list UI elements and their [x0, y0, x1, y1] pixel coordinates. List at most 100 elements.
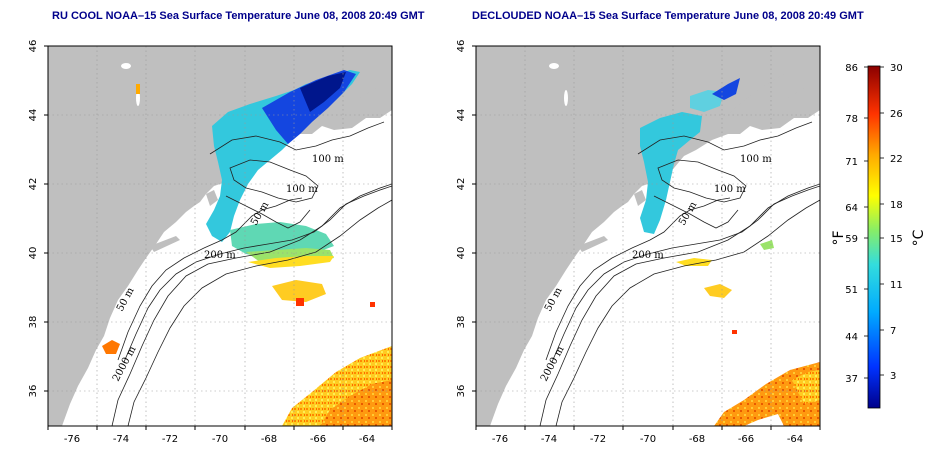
left-contour-gulf-maine-inner	[229, 159, 319, 203]
left-y-tick: 40	[28, 247, 39, 260]
right-contour-50m	[545, 197, 731, 361]
left-sst-gulf-of-maine	[206, 70, 360, 242]
left-frame	[47, 45, 393, 427]
right-sst-cold-core	[712, 78, 740, 100]
right-contour-200m	[539, 183, 820, 426]
left-y-tick: 42	[28, 178, 39, 191]
colorbar-f-tick: 78	[845, 114, 858, 125]
left-contour-basin	[225, 195, 311, 229]
left-contour-gulf-maine	[209, 121, 385, 155]
left-sst-gulf-stream-hot	[320, 380, 392, 426]
left-sst-slope-warm	[248, 256, 334, 268]
left-x-tick: -72	[162, 434, 178, 445]
left-land	[48, 46, 392, 426]
right-sst-patch-38	[704, 284, 732, 298]
left-map-title: RU COOL NOAA–15 Sea Surface Temperature …	[52, 10, 425, 22]
left-lake	[121, 63, 131, 69]
colorbar-c-tick: 7	[890, 326, 896, 337]
colorbar-c-tick: 15	[890, 234, 903, 245]
left-y-tick: 46	[28, 40, 39, 53]
right-sst-slope-warm	[676, 258, 712, 266]
right-contour-basin	[653, 195, 739, 229]
right-nova-scotia	[724, 70, 812, 122]
left-lake-sst	[136, 84, 140, 94]
left-map: 100 m 100 m 50 m 200 m 50 m 2000 m -76	[28, 40, 393, 445]
right-lake	[564, 90, 568, 106]
left-sst-cold-core-deep	[300, 72, 346, 112]
right-x-tick: -70	[640, 434, 656, 445]
right-y-tick: 38	[456, 316, 467, 329]
left-grid	[48, 46, 392, 426]
left-x-tick: -76	[64, 434, 80, 445]
colorbar-fahrenheit-unit: °F	[831, 230, 847, 245]
colorbar-gradient	[867, 65, 881, 409]
right-x-tick: -76	[492, 434, 508, 445]
left-x-tick: -66	[310, 434, 326, 445]
left-x-tick: -70	[212, 434, 228, 445]
left-long-island	[150, 236, 180, 252]
right-y-tick: 42	[456, 178, 467, 191]
colorbar-f-tick: 51	[845, 285, 858, 296]
left-y-tick: 38	[28, 316, 39, 329]
right-cape-cod	[634, 190, 646, 206]
right-sst-gulf-stream	[714, 362, 820, 426]
right-y-tick: 44	[456, 109, 467, 122]
left-sst-patch-38	[272, 280, 326, 302]
right-y-tick: 46	[456, 40, 467, 53]
right-contour-label: 100 m	[740, 154, 772, 165]
colorbar: 86 78 71 64 59 51 44 37 30 26 22 18 15 1…	[831, 63, 927, 409]
right-contour-label: 100 m	[714, 184, 746, 195]
left-y-tick: 36	[28, 385, 39, 398]
left-contour-label: 100 m	[312, 154, 344, 165]
colorbar-c-tick: 11	[890, 280, 903, 291]
right-long-island	[578, 236, 608, 252]
right-sst-shelf	[760, 240, 774, 250]
right-sst-gulf-stream-hot	[792, 370, 820, 404]
left-cape-cod	[206, 190, 218, 206]
colorbar-c-tick: 18	[890, 200, 903, 211]
left-sst-coastal-warm	[102, 340, 120, 354]
right-land	[476, 46, 820, 426]
colorbar-c-tick: 30	[890, 63, 903, 74]
colorbar-f-tick: 59	[845, 234, 858, 245]
left-x-tick: -68	[261, 434, 277, 445]
right-contour-gulf-maine	[637, 121, 813, 155]
left-contour-2000m	[127, 199, 392, 426]
colorbar-f-tick: 86	[845, 63, 858, 74]
right-x-tick: -66	[738, 434, 754, 445]
right-lake	[549, 63, 559, 69]
colorbar-f-tick: 71	[845, 157, 858, 168]
left-x-tick: -74	[113, 434, 129, 445]
colorbar-f-tick: 44	[845, 332, 858, 343]
right-x-tick: -74	[541, 434, 557, 445]
left-sst-hotspot	[370, 302, 375, 307]
left-contour-50m	[117, 197, 303, 361]
left-contour-label: 200 m	[204, 250, 236, 261]
right-y-tick: 36	[456, 385, 467, 398]
left-contour-100m	[123, 185, 392, 363]
right-contour-label: 200 m	[632, 250, 664, 261]
right-frame	[475, 45, 821, 427]
right-y-tick: 40	[456, 247, 467, 260]
left-sst-hotspot	[296, 298, 304, 306]
right-map: 100 m 100 m 50 m 200 m 50 m 2000 m	[456, 40, 821, 445]
right-contour-100m	[551, 185, 820, 363]
right-contour-gulf-maine-inner	[657, 159, 747, 203]
left-x-tick: -64	[359, 434, 375, 445]
right-x-tick: -68	[689, 434, 705, 445]
colorbar-c-tick: 3	[890, 371, 896, 382]
colorbar-f-tick: 37	[845, 374, 858, 385]
colorbar-c-tick: 22	[890, 154, 903, 165]
right-x-tick: -64	[787, 434, 803, 445]
left-contour-200m	[111, 183, 392, 426]
right-x-tick: -72	[590, 434, 606, 445]
colorbar-c-tick: 26	[890, 109, 903, 120]
right-sst-hotspot	[732, 330, 737, 334]
left-y-tick: 44	[28, 109, 39, 122]
colorbar-celsius-unit: °C	[911, 229, 927, 246]
right-contour-2000m	[555, 199, 820, 426]
right-grid	[476, 46, 820, 426]
right-map-title: DECLOUDED NOAA–15 Sea Surface Temperatur…	[472, 10, 864, 22]
colorbar-f-tick: 64	[845, 203, 858, 214]
